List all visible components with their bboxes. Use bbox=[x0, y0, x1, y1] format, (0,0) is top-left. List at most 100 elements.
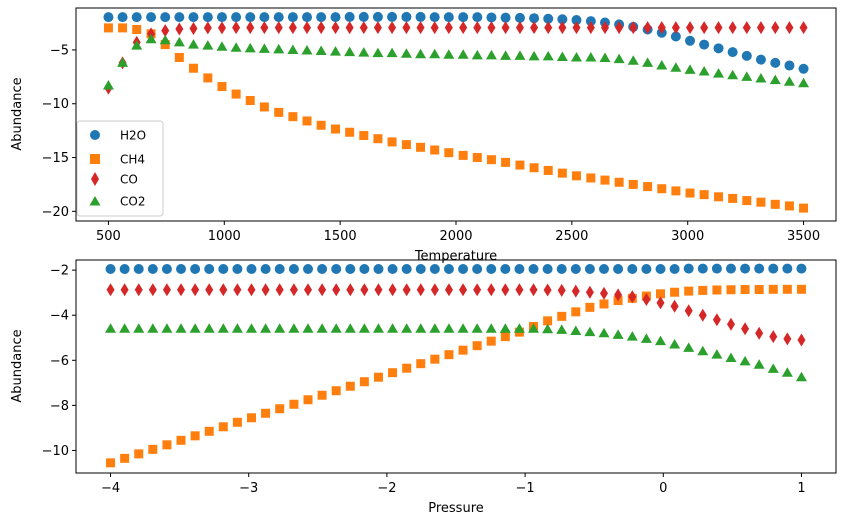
point-ch4 bbox=[289, 399, 299, 409]
point-h2o bbox=[117, 12, 128, 23]
point-h2o bbox=[133, 264, 144, 275]
point-co bbox=[714, 21, 723, 35]
point-h2o bbox=[585, 16, 596, 27]
point-ch4 bbox=[782, 284, 792, 294]
point-h2o bbox=[190, 264, 201, 275]
point-co2 bbox=[415, 323, 427, 333]
point-co2 bbox=[273, 43, 285, 54]
point-co bbox=[785, 21, 794, 35]
x-tick-label: 2500 bbox=[555, 229, 588, 244]
point-ch4 bbox=[600, 175, 610, 185]
point-h2o bbox=[529, 13, 540, 24]
point-h2o bbox=[598, 264, 609, 275]
point-ch4 bbox=[486, 336, 496, 346]
point-h2o bbox=[613, 264, 624, 275]
point-ch4 bbox=[628, 179, 638, 189]
y-tick-label: −6 bbox=[50, 354, 69, 369]
point-ch4 bbox=[768, 284, 778, 294]
point-h2o bbox=[472, 264, 483, 275]
point-h2o bbox=[571, 15, 582, 26]
point-h2o bbox=[288, 264, 299, 275]
point-co bbox=[289, 283, 298, 297]
point-co bbox=[459, 21, 468, 35]
point-ch4 bbox=[416, 359, 426, 369]
point-h2o bbox=[204, 264, 215, 275]
temperature-plot-axes: 500 1000 1500 2000 2500 3000 3500 −5 −10 −15 −20 bbox=[42, 7, 837, 244]
point-h2o bbox=[260, 264, 271, 275]
point-co bbox=[175, 22, 184, 36]
point-h2o bbox=[373, 264, 384, 275]
point-ch4 bbox=[373, 372, 383, 382]
point-co bbox=[614, 288, 623, 302]
point-co2 bbox=[570, 325, 582, 335]
point-ch4 bbox=[543, 165, 553, 175]
point-co2 bbox=[119, 323, 131, 333]
point-co2 bbox=[358, 47, 370, 57]
y-tick-label: −20 bbox=[42, 205, 69, 220]
point-co bbox=[728, 21, 737, 35]
subplot-temperature: 500 1000 1500 2000 2500 3000 3500 −5 −10 −15 −20 T… bbox=[10, 7, 837, 264]
point-co2 bbox=[429, 323, 441, 333]
point-h2o bbox=[514, 12, 525, 23]
point-co2 bbox=[216, 41, 228, 51]
point-ch4 bbox=[444, 350, 454, 360]
x-tick-label: −1 bbox=[516, 481, 535, 496]
point-h2o bbox=[218, 264, 229, 275]
point-h2o bbox=[727, 47, 738, 58]
y-tick-label: −8 bbox=[50, 399, 69, 414]
point-ch4 bbox=[274, 107, 284, 117]
point-co bbox=[459, 283, 468, 297]
point-ch4 bbox=[586, 173, 596, 183]
point-h2o bbox=[415, 264, 426, 275]
point-h2o bbox=[401, 11, 412, 22]
point-co2 bbox=[741, 71, 753, 81]
point-co2 bbox=[698, 65, 710, 76]
point-co bbox=[671, 21, 680, 35]
point-ch4 bbox=[571, 307, 581, 317]
point-h2o bbox=[174, 12, 185, 23]
point-ch4 bbox=[571, 171, 581, 181]
point-ch4 bbox=[373, 134, 383, 144]
point-h2o bbox=[685, 35, 696, 46]
point-ch4 bbox=[728, 193, 738, 203]
point-h2o bbox=[683, 263, 694, 274]
point-h2o bbox=[302, 12, 313, 23]
x-axis-label: Temperature bbox=[414, 249, 497, 264]
point-h2o bbox=[755, 54, 766, 65]
point-h2o bbox=[655, 264, 666, 275]
point-ch4 bbox=[176, 435, 186, 445]
point-co bbox=[501, 283, 510, 297]
point-h2o bbox=[669, 264, 680, 275]
point-h2o bbox=[784, 60, 795, 71]
point-co2 bbox=[274, 323, 286, 333]
point-ch4 bbox=[246, 413, 256, 423]
point-co2 bbox=[781, 367, 793, 377]
point-ch4 bbox=[345, 127, 355, 137]
x-tick-label: 3500 bbox=[787, 229, 820, 244]
point-ch4 bbox=[288, 112, 298, 122]
point-ch4 bbox=[331, 386, 341, 396]
point-ch4 bbox=[416, 142, 426, 152]
point-ch4 bbox=[712, 285, 722, 295]
point-co bbox=[686, 21, 695, 35]
point-co bbox=[656, 296, 665, 310]
point-h2o bbox=[358, 11, 369, 22]
point-h2o bbox=[119, 264, 130, 275]
point-ch4 bbox=[472, 341, 482, 351]
point-ch4 bbox=[217, 82, 227, 92]
point-co2 bbox=[372, 323, 384, 333]
point-ch4 bbox=[557, 168, 567, 178]
point-co bbox=[373, 21, 382, 35]
point-co bbox=[529, 283, 538, 297]
point-co2 bbox=[344, 46, 356, 57]
point-co bbox=[797, 333, 806, 347]
point-ch4 bbox=[714, 192, 724, 202]
point-h2o bbox=[796, 263, 807, 274]
point-co2 bbox=[669, 339, 681, 349]
point-co2 bbox=[599, 52, 611, 63]
x-tick-label: 500 bbox=[96, 229, 121, 244]
temperature-plot-marks bbox=[102, 11, 810, 213]
point-co2 bbox=[175, 323, 187, 333]
point-co2 bbox=[795, 371, 807, 382]
point-co bbox=[473, 21, 482, 35]
